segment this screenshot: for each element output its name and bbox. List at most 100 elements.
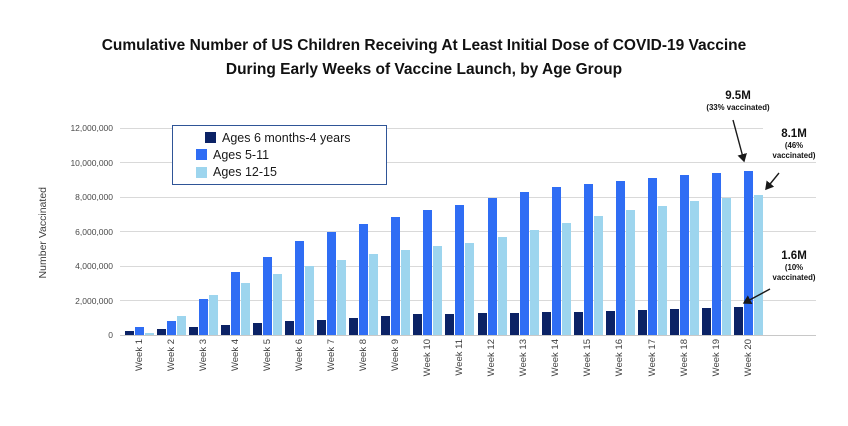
x-tick-label: Week 2 [165,339,177,372]
bar-group-week-17 [637,178,667,335]
x-tick-cell: Week 9 [381,339,410,394]
chart-title: Cumulative Number of US Children Receivi… [0,34,848,82]
gridline-0 [120,334,816,336]
bar-ages-6-months-4-years [253,322,263,335]
x-tick-cell: Week 4 [221,339,250,394]
y-tick-label: 6,000,000 [75,226,113,237]
bar-ages-12-15 [593,216,603,335]
bar-group-week-19 [701,172,731,335]
x-tick-cell: Week 1 [125,339,154,394]
bar-ages-5-11 [711,172,721,335]
x-tick-cell: Week 5 [253,339,282,394]
annotation-9-5m-detail: (33% vaccinated) [706,103,770,112]
x-tick-label: Week 8 [358,339,370,372]
y-tick-label: 4,000,000 [75,261,113,271]
bar-group-week-15 [573,184,603,335]
x-tick-label: Week 12 [486,339,498,377]
bar-ages-6-months-4-years [573,311,583,335]
y-tick-label: 10,000,000 [70,157,113,168]
bar-ages-12-15 [305,266,315,335]
bar-group-week-20 [733,171,763,335]
chart-title-line2: During Early Weeks of Vaccine Launch, by… [225,61,623,78]
annotation-1-6m-detail: (10% vaccinated) [772,263,816,282]
x-tick-label: Week 19 [710,339,722,377]
bars-layer [125,128,763,335]
bar-ages-12-15 [401,249,411,335]
bar-ages-6-months-4-years [669,309,679,335]
x-tick-cell: Week 11 [445,339,474,394]
x-tick-cell: Week 13 [510,339,539,394]
annotation-8-1m-value: 8.1M [781,128,807,140]
x-tick-label: Week 15 [582,339,594,377]
bar-ages-6-months-4-years [413,314,423,335]
bar-ages-6-months-4-years [541,311,551,335]
bar-ages-5-11 [167,321,177,335]
annotation-9-5m: 9.5M (33% vaccinated) [697,90,779,113]
bar-ages-5-11 [135,327,144,335]
x-tick-label: Week 7 [326,339,338,372]
bar-group-week-5 [253,257,283,335]
legend-item-ages-6mo-4y: Ages 6 months-4 years [173,131,386,145]
bar-ages-12-15 [209,294,219,335]
bar-ages-6-months-4-years [157,329,167,335]
bar-ages-12-15 [529,229,539,335]
x-tick-cell: Week 6 [285,339,314,394]
x-tick-cell: Week 2 [157,339,186,394]
x-tick-cell: Week 10 [413,339,442,394]
bar-ages-5-11 [551,186,561,335]
gridline-12000000 [120,127,816,129]
annotation-9-5m-value: 9.5M [725,90,751,102]
bar-ages-6-months-4-years [637,310,647,335]
x-tick-cell: Week 17 [638,339,667,394]
x-tick-cell: Week 7 [317,339,346,394]
bar-ages-5-11 [263,257,273,335]
legend-swatch-ages-12-15 [196,166,207,178]
gridline-10000000 [120,162,816,163]
bar-ages-5-11 [679,175,689,335]
y-axis-title: Number Vaccinated [37,186,49,279]
x-tick-label: Week 14 [550,339,562,377]
bar-ages-6-months-4-years [189,327,199,335]
x-tick-label: Week 16 [614,339,626,377]
bar-ages-12-15 [497,236,507,335]
bar-ages-5-11 [487,197,497,335]
bar-ages-12-15 [337,260,347,335]
gridline-8000000 [120,196,816,198]
bar-ages-12-15 [465,242,475,335]
legend: Ages 6 months-4 years Ages 5-11 Ages 12-… [172,125,387,185]
bar-ages-6-months-4-years [733,307,743,335]
bar-ages-5-11 [455,204,465,335]
bar-ages-12-15 [689,201,699,335]
bar-ages-12-15 [561,222,571,335]
x-tick-label: Week 1 [133,339,145,372]
x-tick-label: Week 17 [646,339,658,377]
y-tick-label: 8,000,000 [75,192,113,202]
bar-group-week-8 [349,223,379,335]
bar-group-week-9 [381,216,411,335]
bar-ages-5-11 [199,298,209,335]
x-tick-label: Week 6 [293,339,305,372]
x-tick-label: Week 4 [229,339,241,372]
bar-ages-12-15 [241,283,251,335]
bar-ages-5-11 [359,223,369,335]
legend-item-ages-5-11: Ages 5-11 [173,148,386,162]
bar-ages-6-months-4-years [125,330,134,335]
x-tick-label: Week 9 [390,339,402,372]
x-tick-label: Week 13 [518,339,530,377]
x-tick-cell: Week 12 [478,339,507,394]
bar-group-week-4 [221,272,251,335]
bar-ages-6-months-4-years [349,317,359,335]
bar-ages-12-15 [433,246,443,335]
bar-ages-12-15 [721,197,731,335]
bar-ages-6-months-4-years [701,308,711,335]
bar-group-week-1 [125,327,154,335]
arrow-8-1m [765,172,780,191]
x-axis-labels: Week 1 Week 2 Week 3 Week 4 Week 5 Week 6 Week… [125,339,763,394]
annotation-1-6m-value: 1.6M [781,250,807,262]
x-tick-cell: Week 16 [606,339,635,394]
x-tick-label: Week 11 [454,339,466,376]
bar-ages-5-11 [647,178,657,335]
bar-group-week-11 [445,204,475,335]
bar-group-week-10 [413,209,443,335]
x-tick-cell: Week 8 [349,339,378,394]
